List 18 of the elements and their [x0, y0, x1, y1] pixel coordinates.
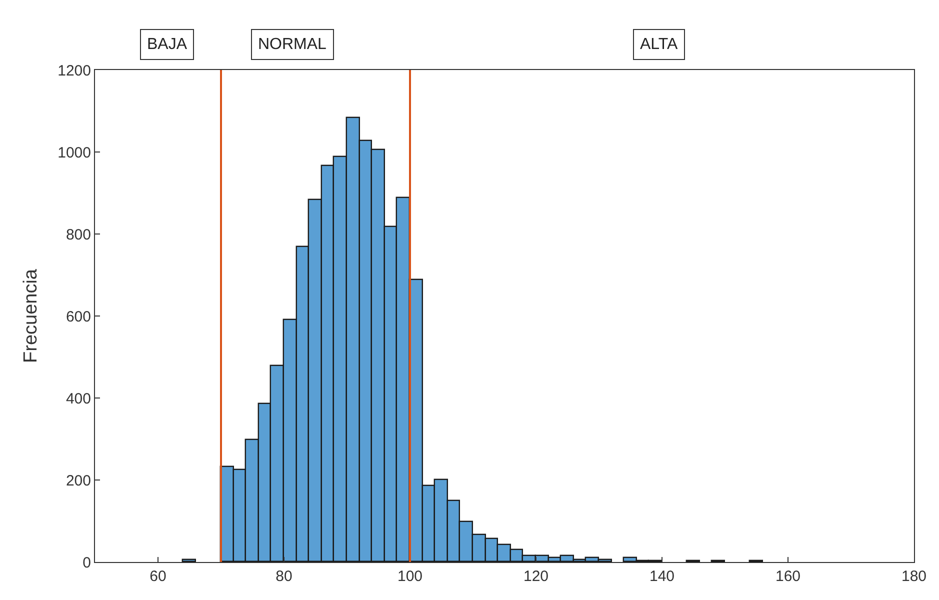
y-tick-label: 1000 [58, 144, 91, 162]
y-axis-title: Frecuencia [20, 268, 42, 363]
x-tick-label: 140 [649, 568, 675, 585]
y-tick-label: 0 [82, 554, 91, 572]
x-tick-label: 100 [397, 568, 423, 585]
y-tick-label: 200 [66, 472, 91, 490]
x-tick-label: 120 [523, 568, 549, 585]
text: NORMAL [258, 36, 327, 53]
x-tick-label: 180 [901, 568, 927, 585]
y-tick-label: 800 [66, 226, 91, 244]
x-tick-label: 60 [150, 568, 166, 585]
y-tick-label: 1200 [58, 62, 91, 80]
y-tick-label: 400 [66, 390, 91, 408]
text: BAJA [147, 36, 188, 53]
x-tick-label: 80 [276, 568, 292, 585]
text: ALTA [640, 36, 678, 53]
x-tick-label: 160 [775, 568, 801, 585]
y-tick-label: 600 [66, 308, 91, 326]
